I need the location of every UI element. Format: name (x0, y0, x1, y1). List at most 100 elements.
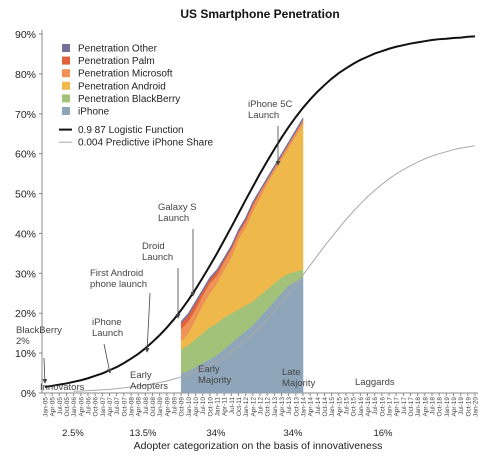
x-tick-label: Jan-06 (71, 397, 78, 417)
x-tick-label: Jan-08 (129, 397, 136, 417)
adopter-category: Laggards (355, 377, 395, 388)
x-tick-label: Oct-15 (351, 397, 358, 417)
x-tick-label: Apr-17 (394, 397, 401, 417)
x-tick-label: Apr-06 (78, 397, 85, 417)
y-tick-label: 20% (15, 308, 36, 320)
y-tick-label: 50% (15, 189, 36, 201)
legend-label: 0.9 87 Logistic Function (78, 125, 184, 136)
x-tick-label: Apr-14 (308, 397, 315, 417)
area (180, 116, 304, 324)
x-tick-label: Jul-15 (344, 397, 351, 415)
x-tick-label: Apr-19 (451, 397, 458, 417)
x-tick-label: Apr-08 (136, 397, 143, 417)
x-tick-label: Oct-09 (179, 397, 186, 417)
annotation: 2% (16, 336, 30, 347)
x-tick-label: Oct-12 (265, 397, 272, 417)
x-tick-label: Jan-17 (387, 397, 394, 417)
y-tick-label: 70% (15, 109, 36, 121)
x-tick-label: Jul-16 (372, 397, 379, 415)
x-tick-label: Jan-09 (157, 397, 164, 417)
x-tick-label: Jul-18 (430, 397, 437, 415)
legend-swatch (62, 81, 70, 90)
x-tick-label: Oct-07 (121, 397, 128, 417)
x-tick-label: Oct-16 (379, 397, 386, 417)
x-tick-label: Jan-11 (215, 397, 222, 417)
x-tick-label: Oct-05 (64, 397, 71, 417)
x-tick-label: Oct-13 (293, 397, 300, 417)
legend-label: Penetration Android (78, 81, 166, 92)
legend-swatch (62, 69, 70, 78)
chart-title: US Smartphone Penetration (180, 7, 339, 21)
x-tick-label: Jan-12 (243, 397, 250, 417)
x-tick-label: Apr-15 (336, 397, 343, 417)
legend-label: iPhone (78, 107, 110, 118)
adopter-share: 34% (206, 428, 226, 439)
x-tick-label: Jan-19 (444, 397, 451, 417)
x-tick-label: Jul-19 (458, 397, 465, 415)
annotation-arrow (42, 357, 48, 384)
x-tick-label: Oct-17 (408, 397, 415, 417)
annotation: Launch (248, 110, 279, 121)
y-tick-label: 0% (21, 388, 36, 400)
legend-swatch (62, 56, 70, 65)
adopter-category: Majority (282, 378, 316, 389)
x-axis-title: Adopter categorization on the basis of i… (134, 440, 383, 452)
y-tick-label: 60% (15, 149, 36, 161)
x-tick-label: Apr-16 (365, 397, 372, 417)
x-tick-label: Jan-14 (301, 397, 308, 417)
annotation: phone launch (90, 279, 147, 290)
adopter-category: Late (282, 367, 301, 378)
adopter-share: 34% (283, 428, 303, 439)
x-tick-label: Oct-14 (322, 397, 329, 417)
y-tick-label: 40% (15, 228, 36, 240)
x-tick-label: Jul-09 (172, 397, 179, 415)
x-tick-label: Oct-10 (207, 397, 214, 417)
x-tick-label: Jul-08 (143, 397, 150, 415)
legend-label: 0.004 Predictive iPhone Share (78, 138, 214, 149)
x-tick-label: Apr-09 (164, 397, 171, 417)
line (44, 35, 476, 389)
annotation: Galaxy S (158, 202, 197, 213)
x-tick-label: Apr-18 (422, 397, 429, 417)
adopter-category: Innovators (40, 382, 85, 393)
x-tick-label: Apr-13 (279, 397, 286, 417)
y-tick-label: 30% (15, 268, 36, 280)
adopter-category: Adopters (130, 381, 168, 392)
x-tick-label: Oct-08 (150, 397, 157, 417)
x-tick-label: Oct-11 (236, 397, 243, 416)
legend-label: Penetration Other (78, 44, 158, 55)
x-tick-label: Apr-05 (50, 397, 57, 417)
x-tick-label: Jul-11 (229, 397, 236, 415)
adopter-category: Early (130, 370, 152, 381)
x-tick-label: Jan-20 (473, 397, 480, 417)
y-tick-label: 90% (15, 29, 36, 41)
x-tick-label: Apr-12 (250, 397, 257, 417)
x-tick-label: Jul-13 (286, 397, 293, 415)
annotation-arrow (144, 292, 151, 353)
legend-label: Penetration BlackBerry (78, 94, 180, 105)
annotation: Launch (158, 213, 189, 224)
adopter-category: Early (198, 364, 220, 375)
x-tick-label: Jan-15 (329, 397, 336, 417)
x-tick-label: Oct-06 (93, 397, 100, 417)
x-tick-label: Jul-10 (200, 397, 207, 415)
y-tick-label: 10% (15, 348, 36, 360)
annotation: iPhone (92, 317, 122, 328)
x-tick-label: Jan-05 (43, 397, 50, 417)
x-tick-label: Jan-07 (100, 397, 107, 417)
annotation: Launch (142, 252, 173, 263)
x-tick-label: Jul-12 (258, 397, 265, 415)
legend-swatch (62, 44, 70, 52)
annotation: Launch (92, 328, 123, 339)
annotation-arrow (103, 343, 112, 374)
x-tick-label: Jul-14 (315, 397, 322, 415)
line (73, 145, 476, 392)
legend-label: Penetration Palm (78, 56, 155, 67)
x-tick-label: Jan-18 (415, 397, 422, 417)
adopter-share: 16% (373, 428, 393, 439)
x-tick-label: Jan-13 (272, 397, 279, 417)
x-tick-label: Apr-10 (193, 397, 200, 417)
x-tick-label: Jul-07 (114, 397, 121, 415)
x-tick-label: Apr-07 (107, 397, 114, 417)
